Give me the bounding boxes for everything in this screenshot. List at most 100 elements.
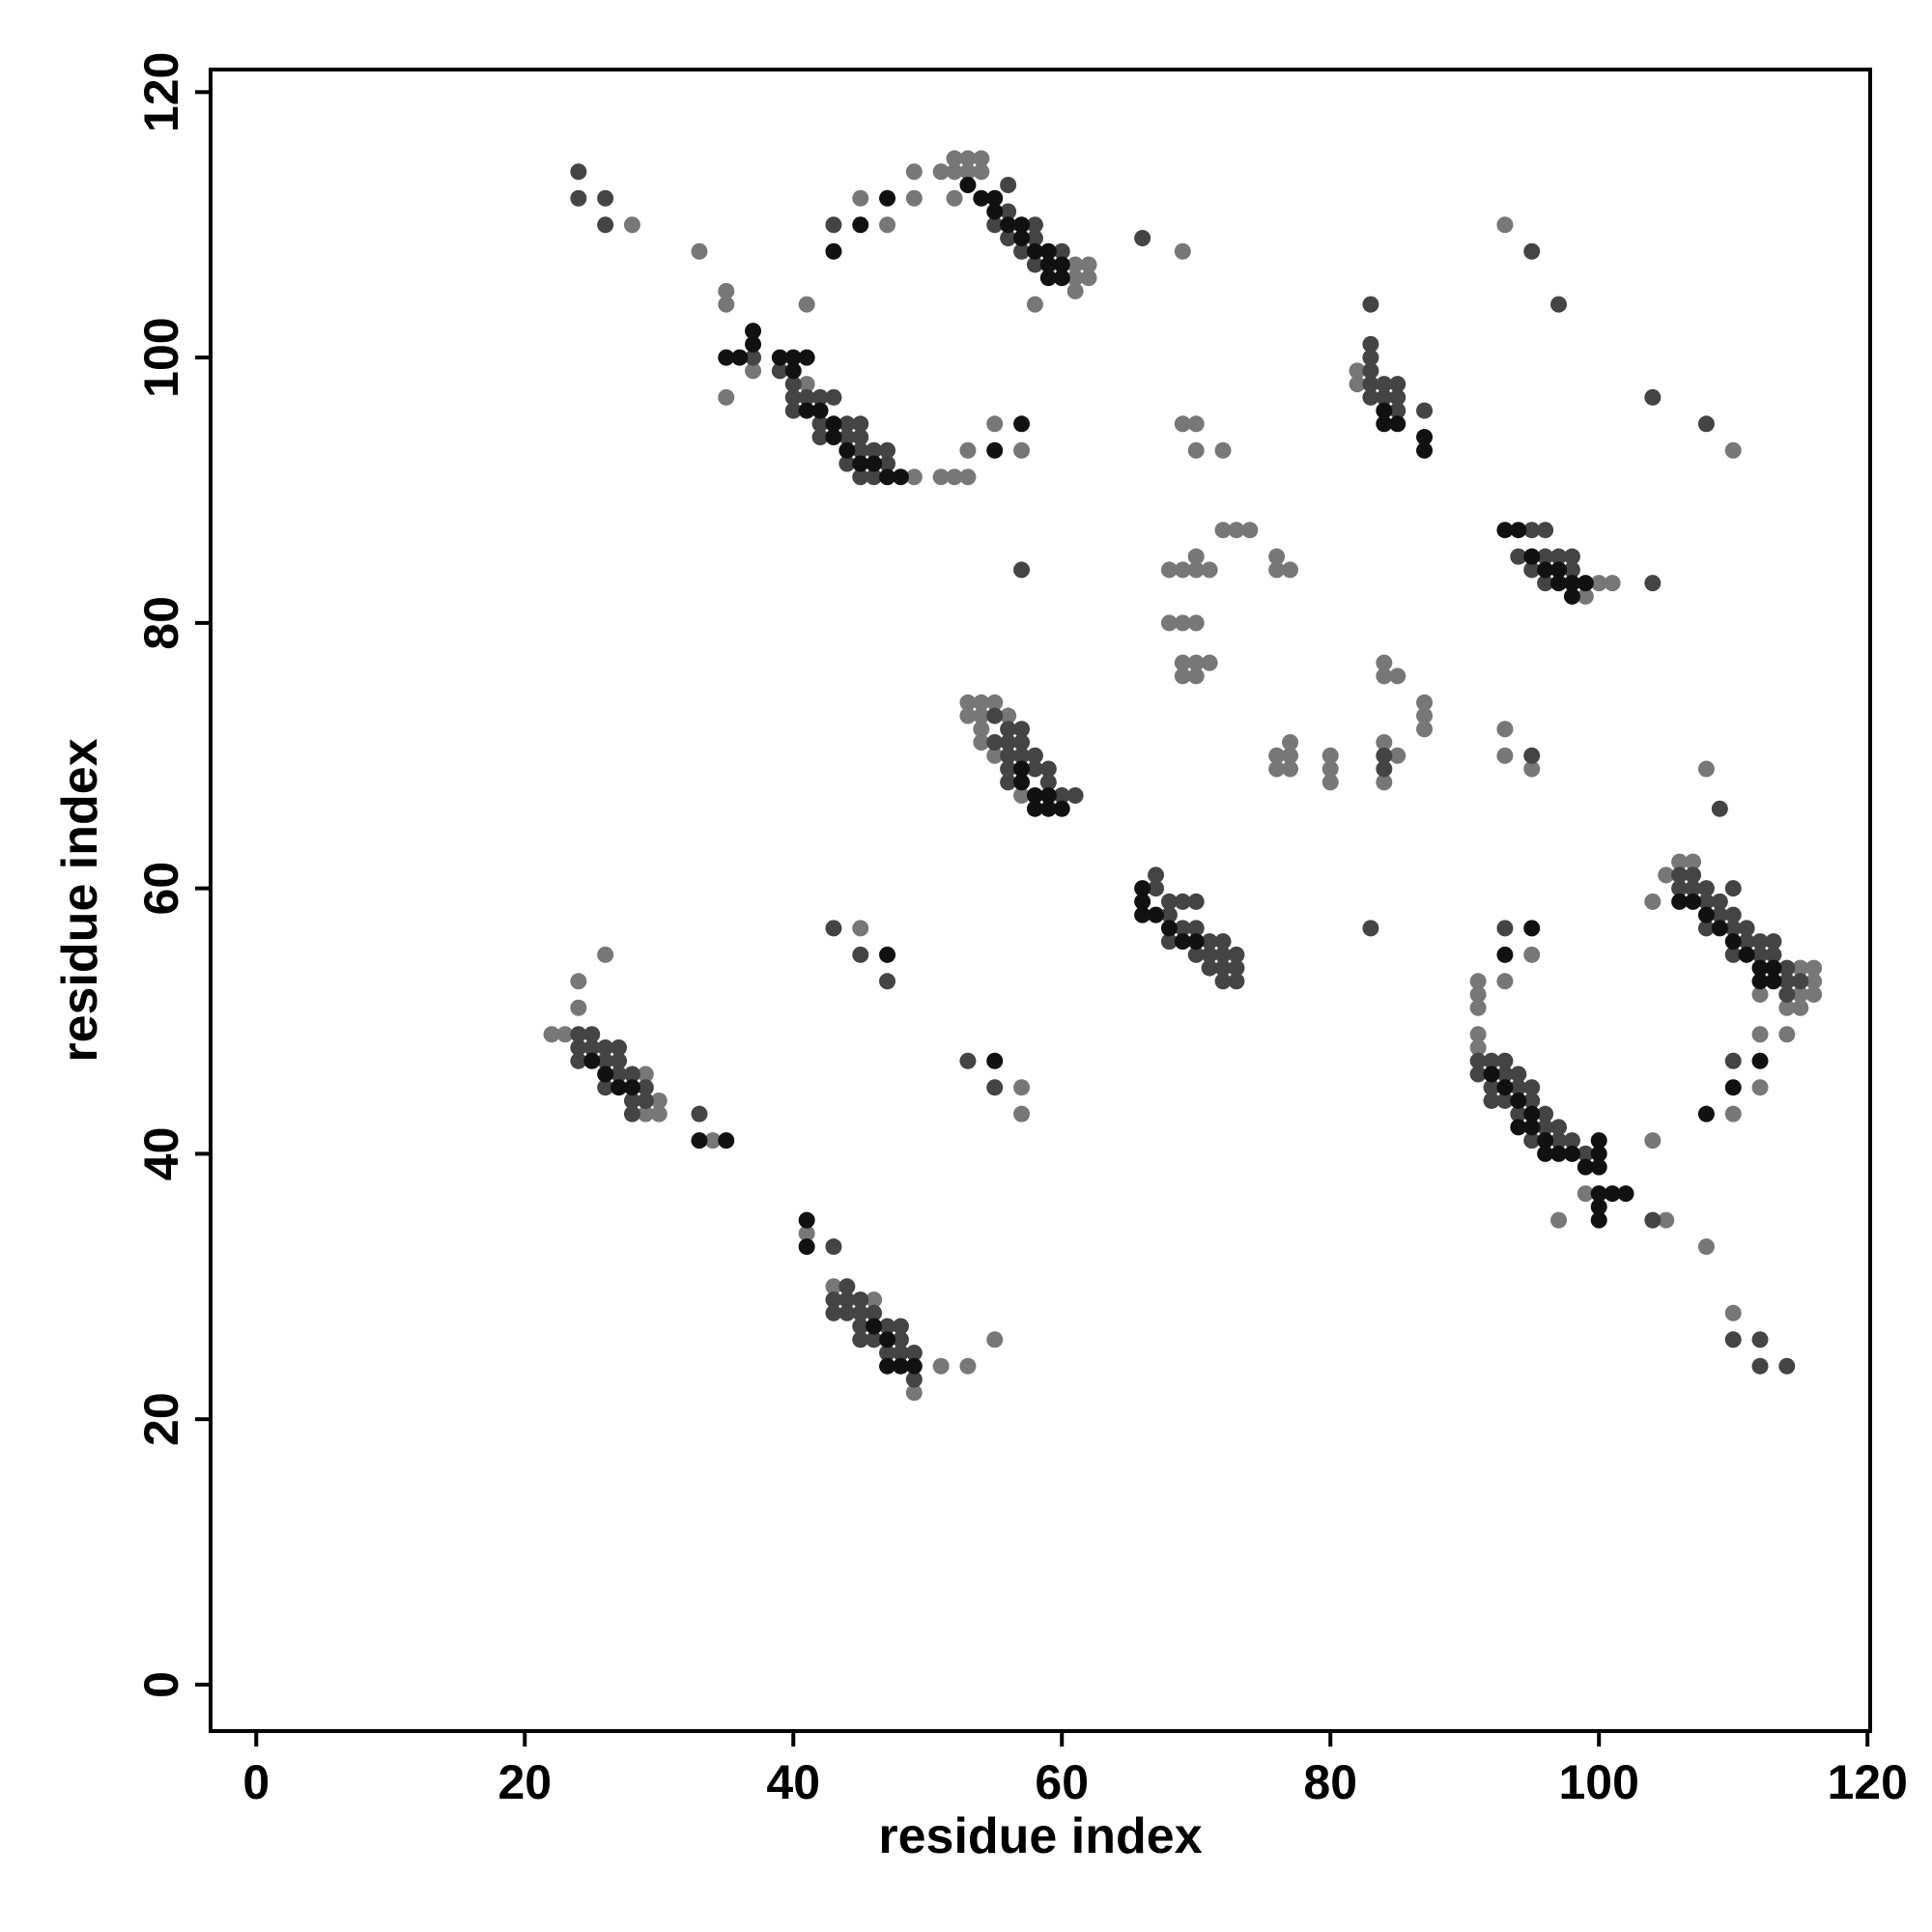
contact-point — [852, 429, 869, 446]
contact-point — [1724, 1052, 1742, 1069]
contact-point — [1376, 402, 1393, 419]
contact-point — [1376, 415, 1393, 433]
contact-point — [1134, 880, 1151, 897]
contact-point — [1697, 906, 1715, 923]
contact-point — [1685, 853, 1702, 870]
contact-point — [825, 1238, 842, 1256]
contact-point — [597, 1052, 614, 1069]
contact-point — [986, 1331, 1004, 1349]
contact-point — [1590, 1211, 1607, 1229]
contact-point — [1389, 388, 1406, 406]
contact-point — [1039, 774, 1057, 791]
contact-point — [1577, 587, 1594, 605]
contact-point — [986, 216, 1004, 234]
contact-point — [1066, 270, 1084, 287]
contact-point — [771, 349, 788, 366]
contact-point — [946, 189, 963, 207]
contact-point — [1053, 800, 1070, 817]
y-tick-label: 100 — [134, 317, 188, 397]
contact-point — [1550, 575, 1568, 592]
contact-point — [1496, 721, 1514, 738]
y-axis-title: residue index — [52, 738, 108, 1062]
contact-point — [1792, 973, 1809, 990]
contact-point — [1523, 1119, 1541, 1136]
contact-point — [1711, 920, 1728, 937]
contact-point — [1201, 561, 1218, 579]
contact-point — [973, 189, 990, 207]
contact-point — [852, 1292, 869, 1309]
contact-point — [811, 402, 829, 419]
plot-frame — [209, 68, 1872, 1733]
contact-point — [1805, 973, 1823, 990]
contact-point — [838, 441, 856, 459]
contact-point — [879, 946, 896, 963]
contact-point — [1187, 920, 1205, 937]
contact-point — [1510, 1119, 1527, 1136]
contact-point — [946, 163, 963, 181]
contact-point — [1469, 973, 1487, 990]
contact-point — [718, 388, 735, 406]
contact-point — [1765, 959, 1782, 977]
contact-point — [879, 455, 896, 472]
contact-point — [959, 694, 977, 711]
contact-point — [1469, 986, 1487, 1004]
contact-point — [1537, 1145, 1554, 1162]
contact-point — [1187, 654, 1205, 671]
contact-point — [704, 1132, 722, 1150]
contact-point — [852, 216, 869, 234]
contact-point — [1550, 1211, 1568, 1229]
contact-point — [866, 1304, 883, 1321]
contact-point — [1550, 548, 1568, 565]
contact-point — [959, 163, 977, 181]
contact-point — [1174, 933, 1191, 951]
contact-point — [1362, 376, 1379, 393]
contact-point — [1496, 1052, 1514, 1069]
contact-point — [798, 402, 815, 419]
contact-point — [597, 1038, 614, 1056]
contact-point — [1792, 959, 1809, 977]
y-tick-label: 60 — [134, 862, 188, 916]
contact-point — [973, 721, 990, 738]
contact-point — [866, 1318, 883, 1335]
contact-point — [1644, 893, 1662, 910]
contact-point — [1148, 906, 1165, 923]
contact-point — [1376, 376, 1393, 393]
contact-point — [1765, 973, 1782, 990]
contact-point — [1590, 575, 1607, 592]
contact-point — [1765, 946, 1782, 963]
contact-point — [718, 296, 735, 313]
contact-point — [1000, 229, 1017, 246]
contact-point — [1604, 1185, 1621, 1203]
contact-point — [637, 1092, 654, 1109]
contact-point — [1697, 880, 1715, 897]
contact-point — [784, 388, 802, 406]
contact-point — [637, 1105, 654, 1122]
contact-point — [1268, 747, 1286, 764]
x-tick-label: 60 — [1035, 1755, 1089, 1809]
contact-point — [1174, 561, 1191, 579]
contact-point — [1711, 906, 1728, 923]
contact-point — [745, 349, 762, 366]
contact-point — [1523, 548, 1541, 565]
contact-point — [1483, 1052, 1500, 1069]
contact-point — [1510, 1065, 1527, 1083]
contact-point — [1389, 747, 1406, 764]
contact-point — [1201, 959, 1218, 977]
contact-point — [1066, 786, 1084, 804]
contact-point — [583, 1038, 601, 1056]
contact-point — [1187, 933, 1205, 951]
contact-point — [623, 1079, 640, 1096]
contact-point — [1026, 296, 1043, 313]
contact-point — [1362, 296, 1379, 313]
contact-point — [1321, 747, 1339, 764]
contact-point — [1013, 721, 1031, 738]
contact-point — [1000, 734, 1017, 752]
contact-point — [798, 349, 815, 366]
contact-point — [1134, 893, 1151, 910]
contact-point — [1039, 760, 1057, 778]
contact-point — [623, 1092, 640, 1109]
contact-point — [1711, 893, 1728, 910]
x-tick-label: 120 — [1828, 1755, 1908, 1809]
contact-point — [1174, 242, 1191, 260]
